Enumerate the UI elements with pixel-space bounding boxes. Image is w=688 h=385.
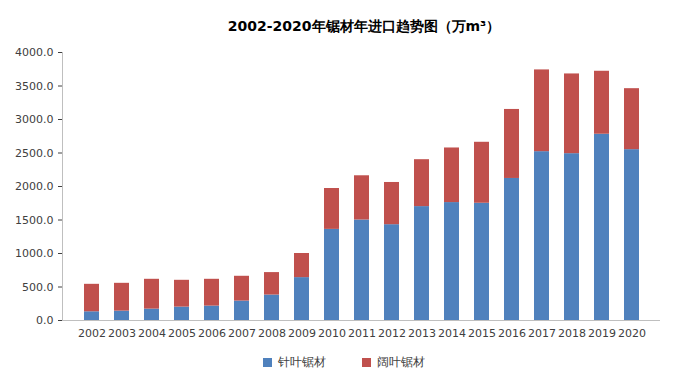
svg-text:1000.0: 1000.0 (15, 247, 54, 260)
svg-text:2014: 2014 (438, 327, 466, 340)
svg-text:2012: 2012 (378, 327, 406, 340)
svg-text:500.0: 500.0 (22, 281, 54, 294)
svg-text:4000.0: 4000.0 (15, 46, 54, 59)
svg-text:0.0: 0.0 (36, 314, 54, 327)
svg-text:2005: 2005 (168, 327, 196, 340)
html-text:阔叶锯材: 阔叶锯材 (377, 355, 425, 369)
svg-text:2011: 2011 (348, 327, 376, 340)
svg-text:2019: 2019 (588, 327, 616, 340)
svg-text:2009: 2009 (288, 327, 316, 340)
svg-text:2003: 2003 (108, 327, 136, 340)
svg-text:2016: 2016 (498, 327, 526, 340)
svg-text:2013: 2013 (408, 327, 436, 340)
svg-text:2006: 2006 (198, 327, 226, 340)
svg-text:2015: 2015 (468, 327, 496, 340)
svg-text:3000.0: 3000.0 (15, 113, 54, 126)
svg-text:2020: 2020 (618, 327, 646, 340)
svg-text:2008: 2008 (258, 327, 286, 340)
svg-text:2018: 2018 (558, 327, 586, 340)
svg-text:2002: 2002 (78, 327, 106, 340)
svg-text:1500.0: 1500.0 (15, 214, 54, 227)
svg-text:2017: 2017 (528, 327, 556, 340)
svg-text:2500.0: 2500.0 (15, 147, 54, 160)
svg-text:3500.0: 3500.0 (15, 80, 54, 93)
svg-text:2010: 2010 (318, 327, 346, 340)
svg-text:2007: 2007 (228, 327, 256, 340)
svg-text:2000.0: 2000.0 (15, 180, 54, 193)
svg-text:2004: 2004 (138, 327, 166, 340)
html-text:2002-2020年锯材年进口趋势图（万m³）: 2002-2020年锯材年进口趋势图（万m³） (227, 18, 501, 34)
html-text:针叶锯材: 针叶锯材 (278, 355, 326, 369)
